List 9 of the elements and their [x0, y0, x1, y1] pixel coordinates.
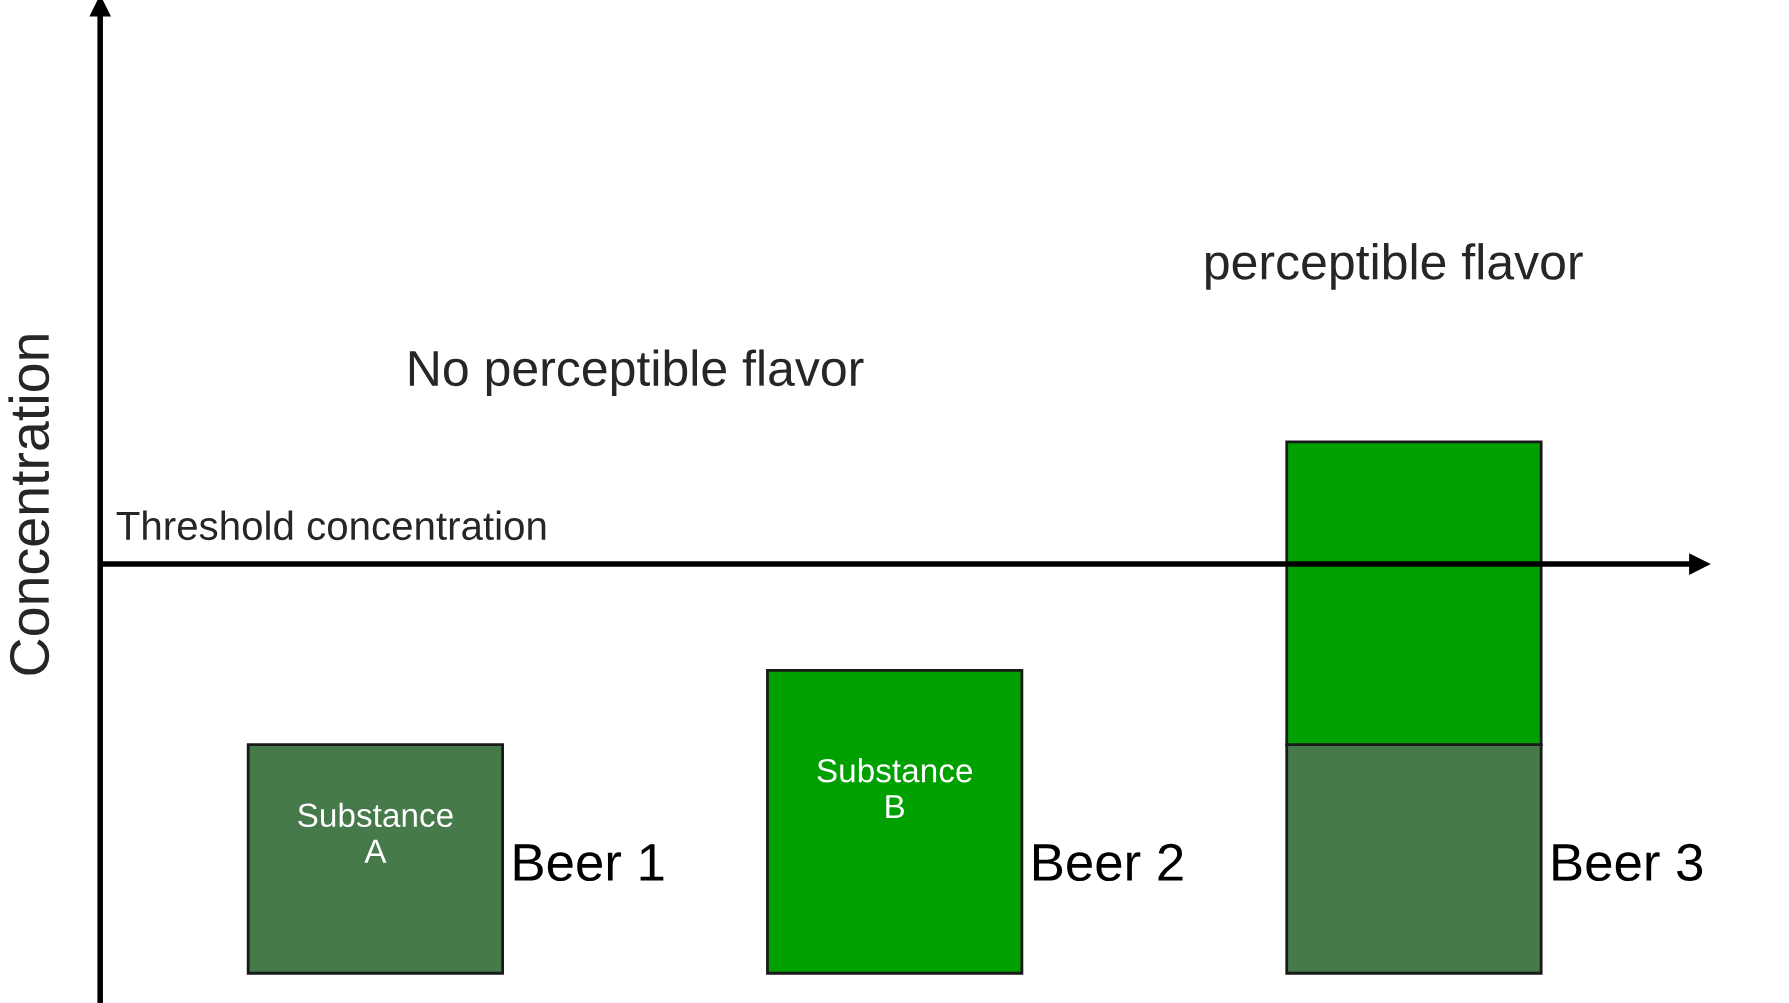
series-label: Substance A — [298, 802, 453, 863]
ref-line-label: Threshold concentration — [116, 510, 546, 541]
text: perceptible flavor — [1206, 243, 1583, 290]
x-tick-label: Beer 2 — [1034, 843, 1183, 882]
y-axis-title: Concentration — [8, 335, 50, 675]
x-tick-label: Beer 3 — [1553, 843, 1703, 882]
series-label: Substance B — [817, 758, 972, 819]
text: No perceptible flavor — [409, 349, 864, 397]
x-tick-label: Beer 1 — [514, 844, 664, 882]
